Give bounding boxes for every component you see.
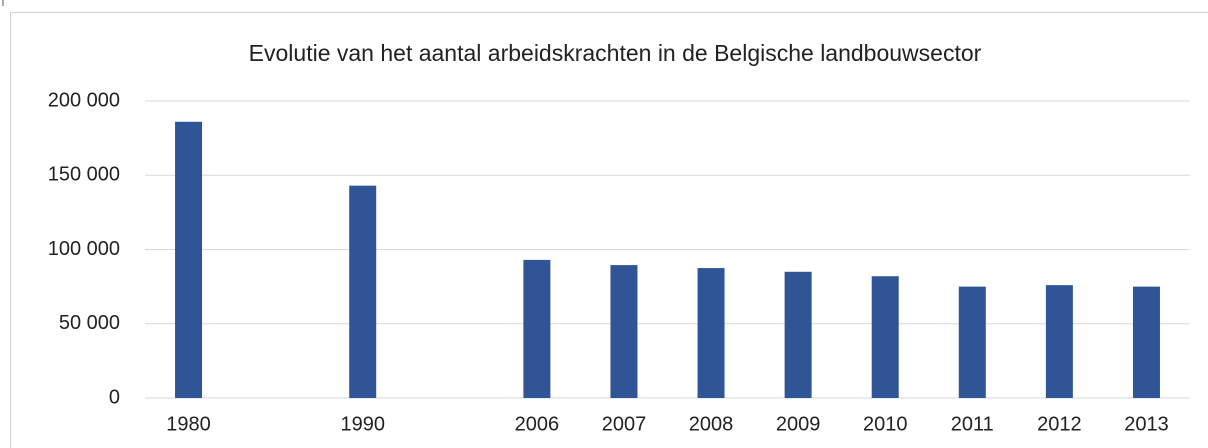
bar	[523, 259, 551, 398]
y-tick-label: 200 000	[48, 89, 120, 111]
chart-title: Evolutie van het aantal arbeidskrachten …	[249, 40, 982, 66]
bar	[697, 268, 725, 398]
bar	[958, 286, 986, 398]
x-tick-label: 2011	[951, 413, 994, 435]
x-tick-label: 2013	[1124, 413, 1169, 435]
x-tick-label: 2010	[863, 413, 908, 435]
chart-frame	[10, 12, 1208, 448]
bar	[871, 276, 899, 398]
bar	[1132, 286, 1160, 398]
x-tick-label: 2007	[602, 413, 647, 435]
x-tick-label: 2012	[1037, 413, 1082, 435]
x-tick-label: 2008	[689, 413, 734, 435]
y-tick-label: 150 000	[48, 164, 120, 186]
bar	[610, 265, 638, 398]
x-tick-label: 2009	[776, 413, 821, 435]
x-tick-label: 2006	[515, 413, 560, 435]
y-tick-label: 0	[109, 386, 120, 408]
x-tick-label: 1980	[166, 413, 211, 435]
y-tick-label: 50 000	[59, 312, 120, 334]
bar	[175, 121, 203, 398]
x-tick-label: 1990	[340, 413, 385, 435]
bar	[1045, 285, 1073, 398]
bar	[349, 185, 377, 398]
y-tick-label: 100 000	[48, 238, 120, 260]
bar	[784, 271, 812, 398]
